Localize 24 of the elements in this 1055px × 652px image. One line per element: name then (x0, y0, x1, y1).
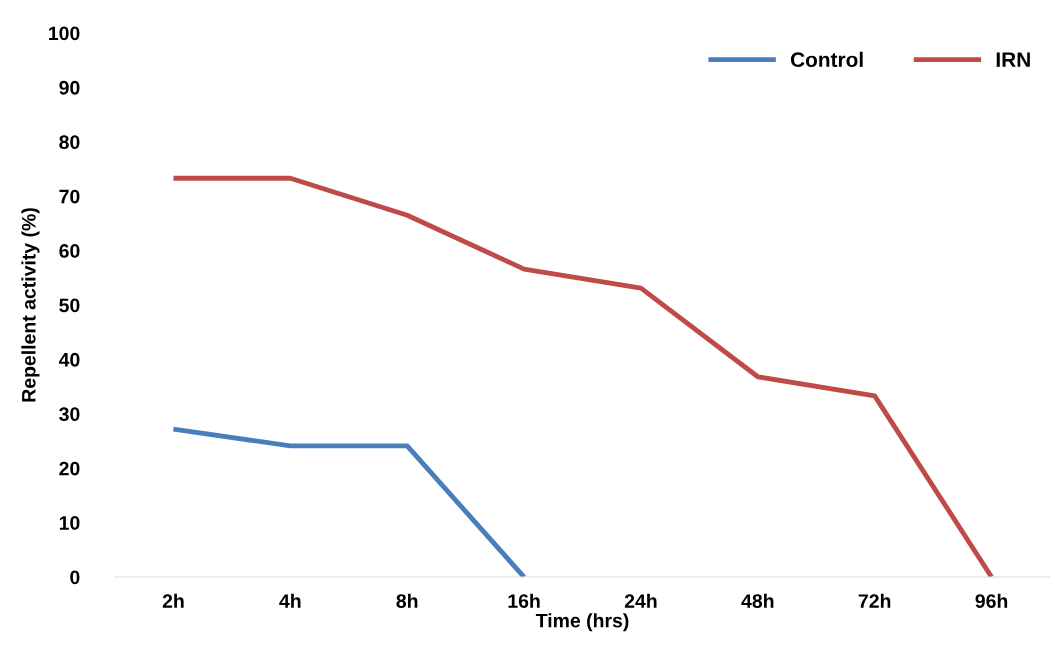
x-tick-label: 16h (508, 593, 540, 608)
y-tick-label: 40 (58, 352, 80, 367)
y-tick-label: 60 (59, 244, 80, 258)
y-tick-label: 30 (59, 407, 80, 422)
y-tick-label: 80 (59, 135, 80, 150)
x-tick-label: 96h (975, 593, 1008, 608)
y-axis-title: Repellent activity (%) (21, 208, 40, 402)
x-tick-label: 4h (279, 593, 301, 608)
x-tick-label: 2h (162, 593, 184, 608)
y-tick-label: 0 (70, 570, 80, 585)
x-tick-label: 8h (396, 593, 418, 608)
legend-label: IRN (996, 52, 1030, 67)
legend-label: Control (790, 51, 863, 68)
x-tick-label: 24h (624, 593, 657, 608)
y-tick-label: 70 (59, 189, 80, 204)
y-tick-label: 90 (59, 80, 80, 95)
x-axis-title: Time (hrs) (535, 613, 629, 632)
line-series (171, 175, 994, 577)
y-tick-label: 10 (59, 516, 80, 530)
y-tick-label: 20 (59, 461, 80, 476)
y-tick-label: 50 (59, 298, 80, 313)
x-tick-label: 48h (741, 593, 774, 608)
x-tick-label: 72h (858, 593, 891, 608)
y-tick-label: 100 (49, 26, 80, 41)
